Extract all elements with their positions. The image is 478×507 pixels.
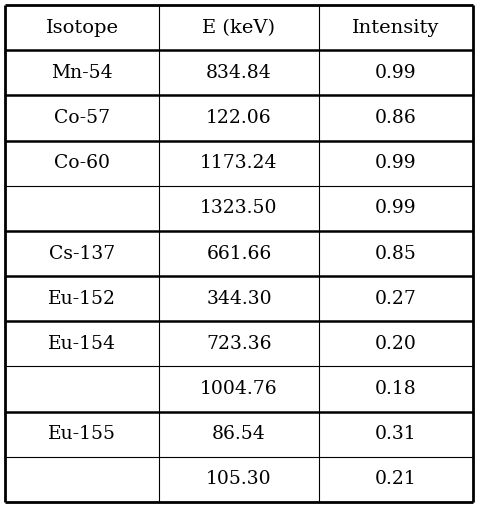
Text: 344.30: 344.30 (206, 289, 272, 308)
Text: 0.18: 0.18 (375, 380, 417, 398)
Text: Eu-154: Eu-154 (48, 335, 116, 353)
Text: 1323.50: 1323.50 (200, 199, 278, 218)
Text: 661.66: 661.66 (206, 244, 272, 263)
Text: 105.30: 105.30 (206, 470, 272, 488)
Text: Isotope: Isotope (45, 19, 119, 37)
Text: 0.99: 0.99 (375, 64, 417, 82)
Text: 0.86: 0.86 (375, 109, 417, 127)
Text: 0.99: 0.99 (375, 154, 417, 172)
Text: Cs-137: Cs-137 (49, 244, 115, 263)
Text: 723.36: 723.36 (206, 335, 272, 353)
Text: 122.06: 122.06 (206, 109, 272, 127)
Text: 0.85: 0.85 (375, 244, 417, 263)
Text: 0.99: 0.99 (375, 199, 417, 218)
Text: Mn-54: Mn-54 (51, 64, 113, 82)
Text: 1173.24: 1173.24 (200, 154, 278, 172)
Text: 0.21: 0.21 (375, 470, 417, 488)
Text: Eu-152: Eu-152 (48, 289, 116, 308)
Text: 0.31: 0.31 (375, 425, 417, 443)
Text: Co-57: Co-57 (54, 109, 110, 127)
Text: 0.27: 0.27 (375, 289, 417, 308)
Text: Eu-155: Eu-155 (48, 425, 116, 443)
Text: 1004.76: 1004.76 (200, 380, 278, 398)
Text: Co-60: Co-60 (54, 154, 110, 172)
Text: E (keV): E (keV) (203, 19, 275, 37)
Text: 834.84: 834.84 (206, 64, 272, 82)
Text: 0.20: 0.20 (375, 335, 417, 353)
Text: 86.54: 86.54 (212, 425, 266, 443)
Text: Intensity: Intensity (352, 19, 440, 37)
